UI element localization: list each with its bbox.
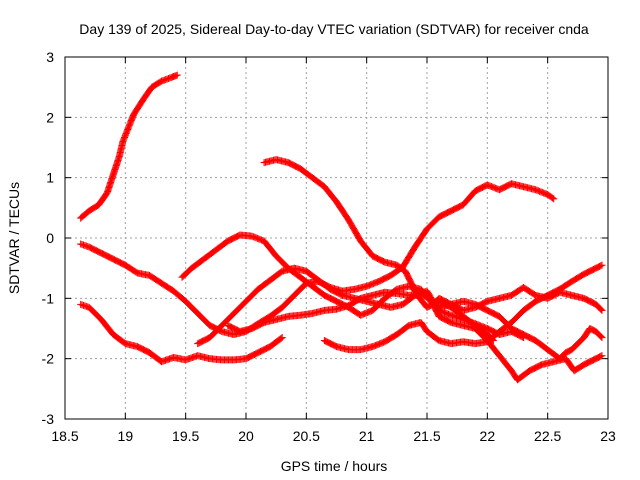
y-tick-label: -3 — [42, 411, 55, 427]
x-tick-label: 19.5 — [172, 428, 199, 444]
y-tick-label: 1 — [46, 170, 54, 186]
series-s1 — [77, 71, 181, 222]
y-tick-label: 3 — [46, 49, 54, 65]
x-tick-label: 20 — [238, 428, 254, 444]
series-s3 — [77, 300, 286, 366]
data-point — [173, 71, 181, 79]
data-layer — [77, 71, 606, 384]
x-tick-label: 22 — [480, 428, 496, 444]
data-point — [278, 334, 286, 342]
data-point — [597, 262, 605, 270]
x-tick-label: 21.5 — [413, 428, 440, 444]
y-tick-label: -2 — [42, 351, 55, 367]
data-point — [277, 334, 285, 342]
data-point — [598, 334, 606, 342]
data-point — [548, 194, 556, 202]
x-axis-label: GPS time / hours — [281, 458, 388, 474]
chart-title: Day 139 of 2025, Sidereal Day-to-day VTE… — [79, 21, 589, 37]
data-point — [550, 195, 558, 203]
x-tick-label: 18.5 — [51, 428, 78, 444]
x-tick-label: 20.5 — [293, 428, 320, 444]
x-tick-label: 19 — [118, 428, 134, 444]
data-point — [598, 352, 606, 360]
y-tick-label: -1 — [42, 290, 55, 306]
x-tick-label: 22.5 — [534, 428, 561, 444]
data-point — [597, 305, 605, 313]
x-tick-label: 23 — [600, 428, 616, 444]
data-point — [597, 333, 605, 341]
y-tick-label: 0 — [46, 230, 54, 246]
series-s9 — [429, 294, 606, 363]
x-tick-label: 21 — [359, 428, 375, 444]
y-axis-label: SDTVAR / TECUs — [6, 182, 22, 294]
data-point — [597, 352, 605, 360]
grid — [65, 57, 608, 419]
data-point — [598, 261, 606, 269]
series-s8 — [320, 261, 606, 354]
y-tick-label: 2 — [46, 109, 54, 125]
data-point — [598, 306, 606, 314]
